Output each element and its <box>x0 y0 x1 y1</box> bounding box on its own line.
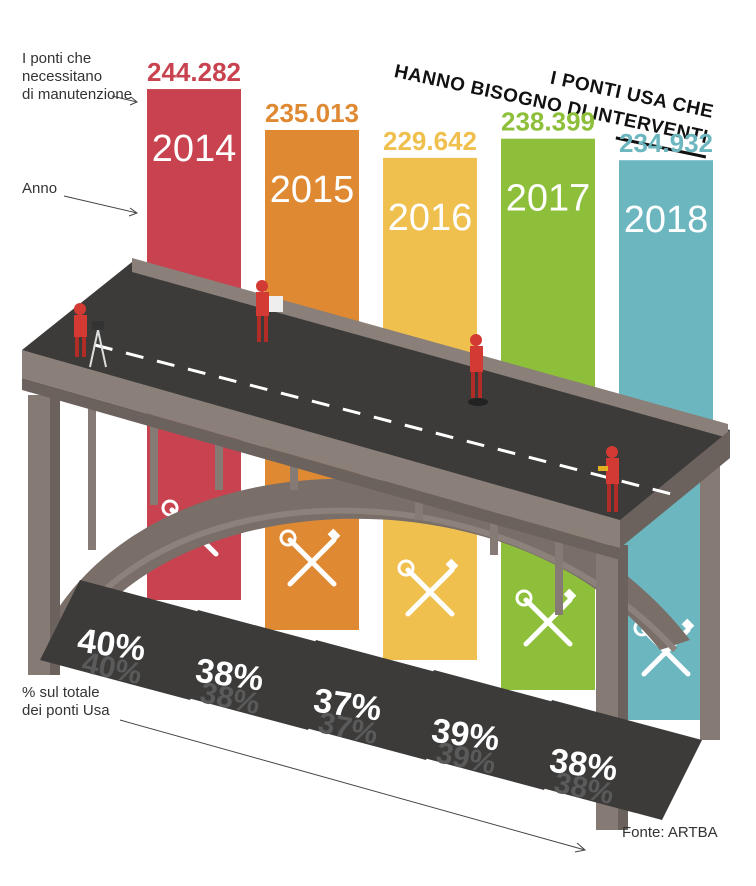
arrow-percent <box>119 719 586 851</box>
wrench-screwdriver-icon <box>279 528 341 587</box>
arrow-year <box>63 195 138 214</box>
label-maintenance: I ponti che necessitano di manutenzione <box>22 50 133 103</box>
shadow-2018 <box>512 700 702 820</box>
year-label-2016: 2016 <box>388 197 473 239</box>
value-label-2016: 229.642 <box>383 126 477 156</box>
bridge-pillar-left-side <box>50 395 60 675</box>
percent-label-2016: 37% <box>311 682 384 729</box>
pointer-arrows <box>63 95 587 853</box>
year-label-2014: 2014 <box>152 128 237 170</box>
worker-icon <box>256 280 283 342</box>
value-label-2015: 235.013 <box>265 98 359 128</box>
value-label-2017: 238.399 <box>501 107 595 137</box>
bridge-pillar-left <box>28 395 50 675</box>
percentage-layer: 40%40%38%38%37%37%39%39%38%38% <box>40 580 702 820</box>
bridge-deck <box>22 262 730 540</box>
value-label-2018: 234.932 <box>619 128 713 158</box>
label-percent: % sul totale dei ponti Usa <box>22 684 110 719</box>
worker-icon <box>468 334 488 406</box>
bridge-pillar-back-right <box>700 455 720 740</box>
bridge-girder-front <box>22 350 620 548</box>
bridge-girder-front-shadow <box>22 378 620 560</box>
arrow-percent-head <box>574 842 587 853</box>
year-label-2015: 2015 <box>270 169 355 211</box>
source-label: Fonte: ARTBA <box>622 824 718 841</box>
arrow-year-head <box>128 207 139 217</box>
bridge-pillar-front-right-side <box>618 545 628 830</box>
title-underline <box>615 136 707 159</box>
road-center-line <box>94 343 676 497</box>
wrench-screwdriver-icon <box>397 558 459 617</box>
percent-label-2018: 38% <box>547 742 620 789</box>
percent-label-2017: 39% <box>429 712 502 759</box>
arrow-maintenance-head <box>129 96 138 106</box>
workers <box>74 280 619 512</box>
worker-icon <box>74 303 107 368</box>
percent-label-2014: 40% <box>75 622 148 669</box>
bridge-girder-side <box>620 430 730 548</box>
percent-label-2015: 38% <box>193 652 266 699</box>
year-label-2017: 2017 <box>506 178 591 220</box>
value-label-2014: 244.282 <box>147 57 241 87</box>
arrow-maintenance <box>111 95 138 103</box>
label-year: Anno <box>22 180 58 197</box>
bridge-arch-highlight <box>57 507 678 653</box>
worker-icon <box>598 446 619 512</box>
year-label-2018: 2018 <box>624 199 709 241</box>
